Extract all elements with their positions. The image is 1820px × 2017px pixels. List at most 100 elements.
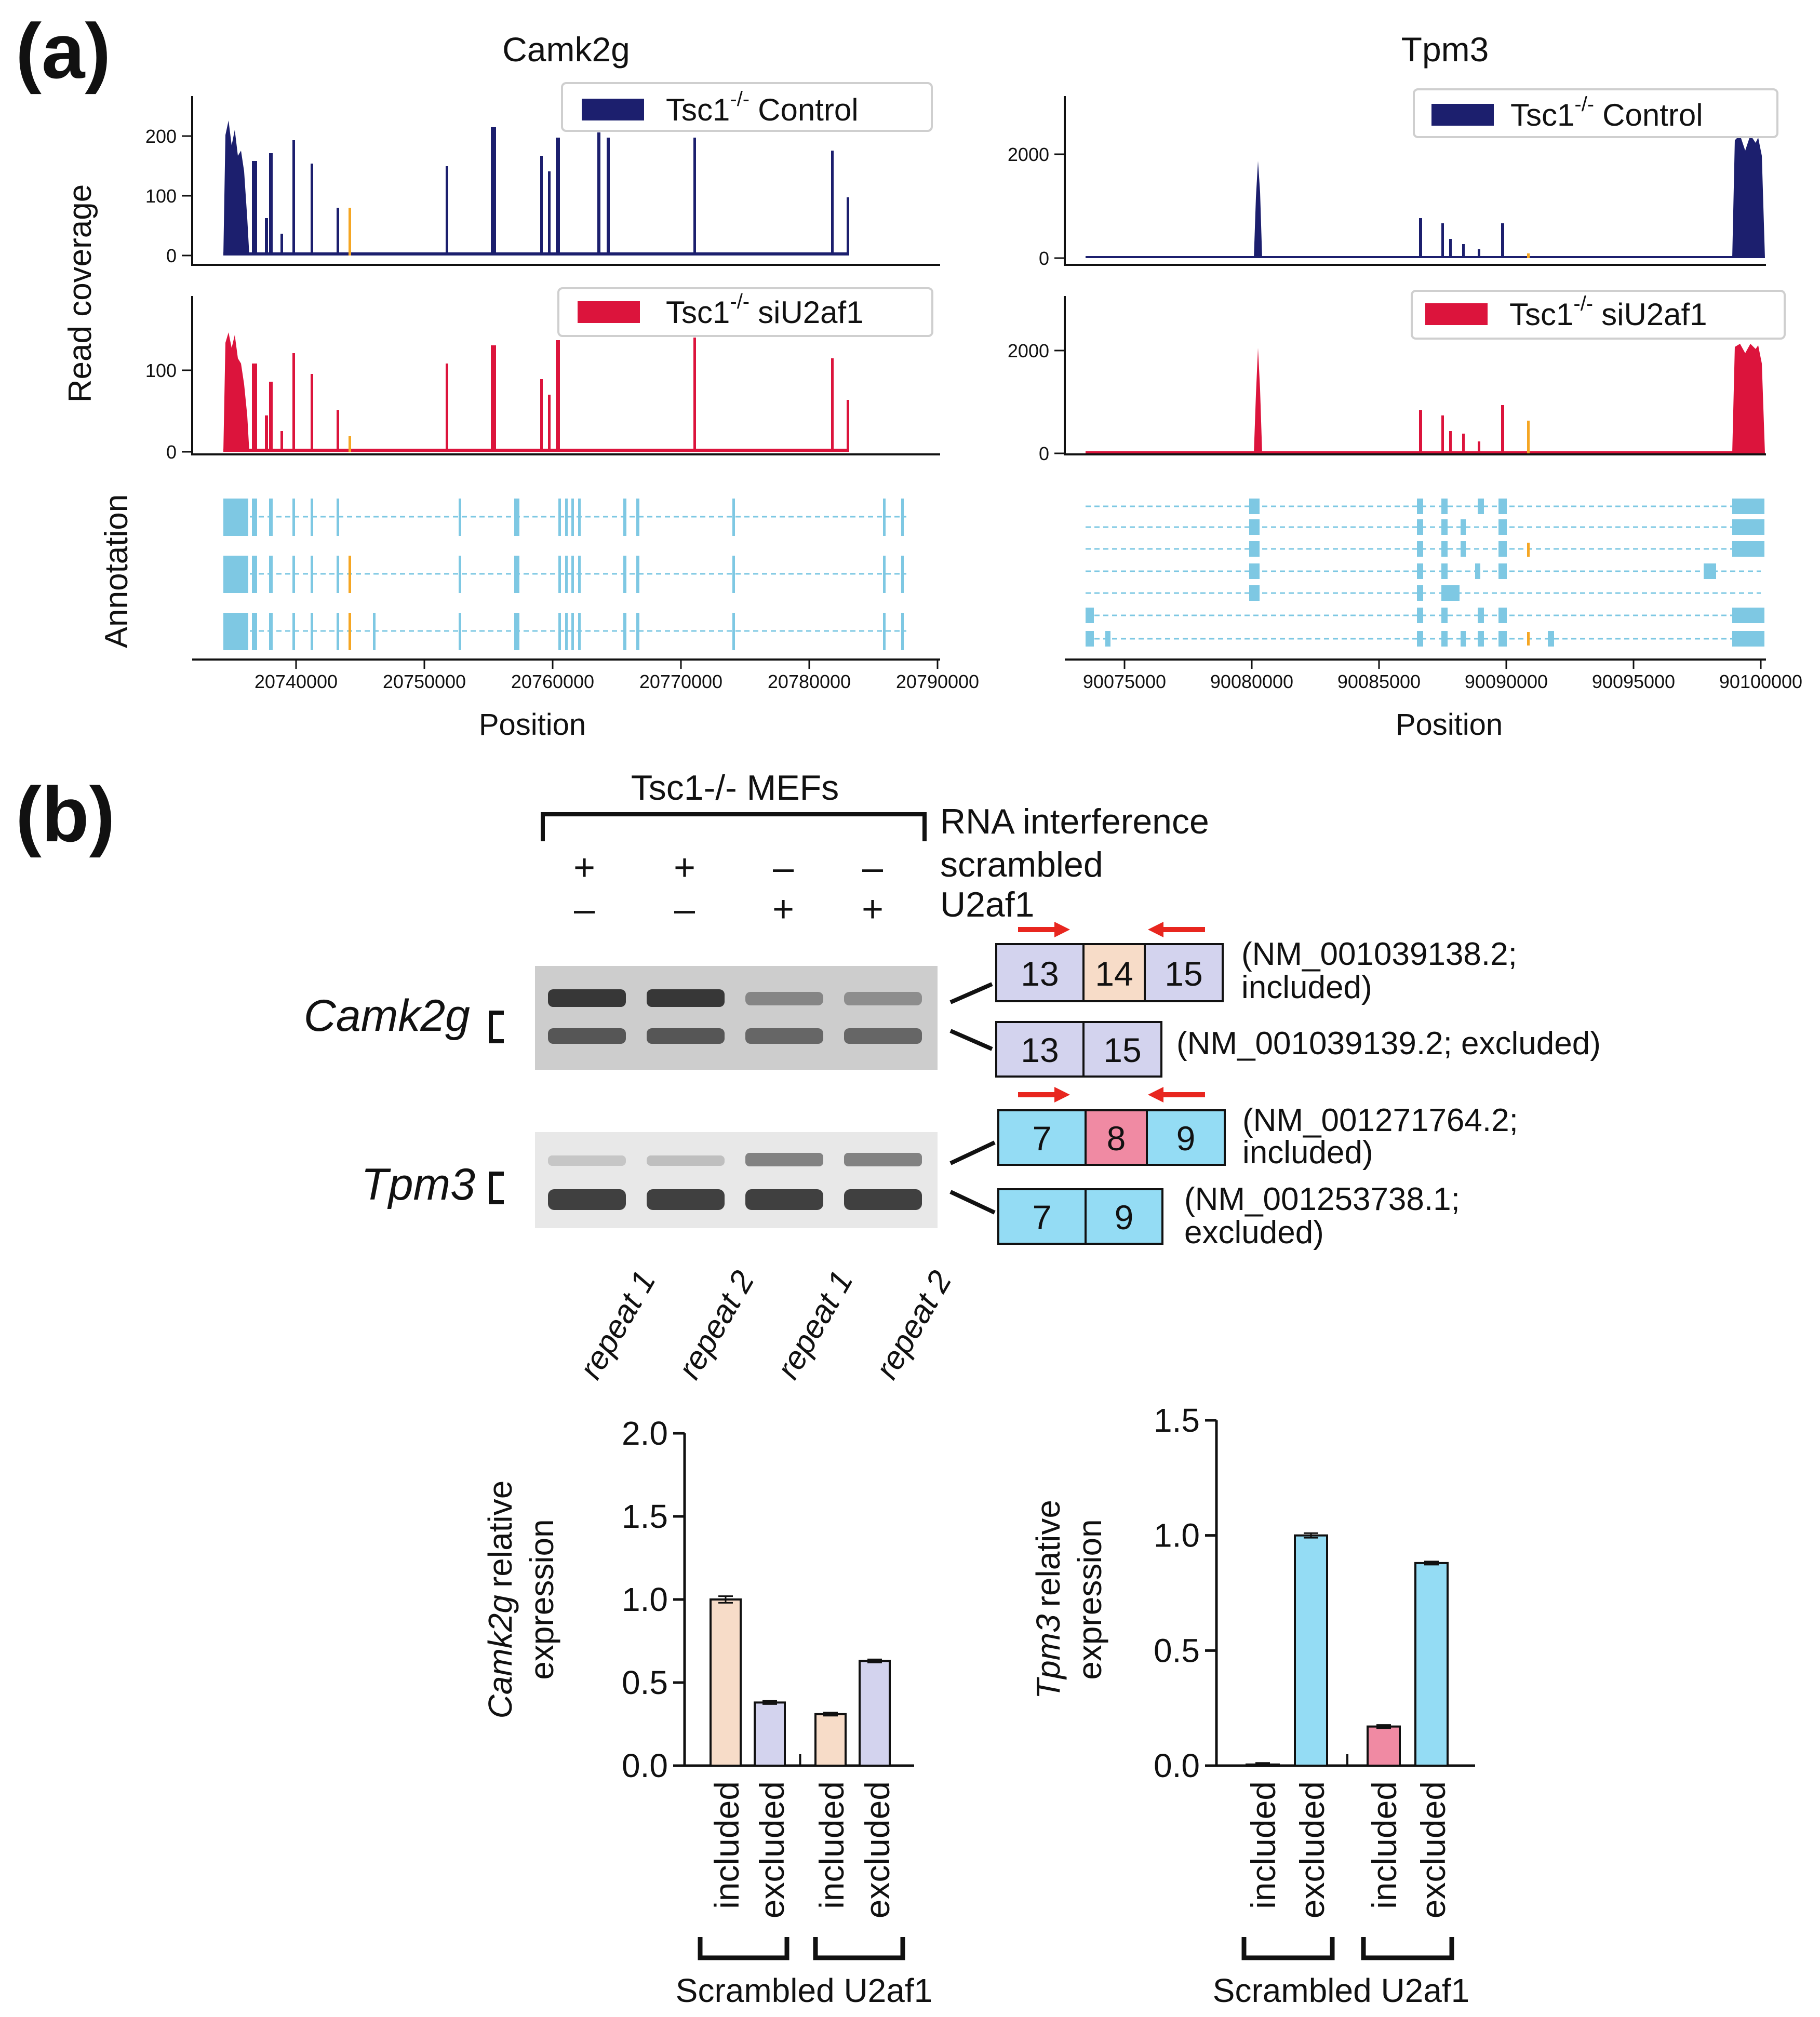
scr-sign: – xyxy=(862,847,884,889)
exon-label: 9 xyxy=(1176,1119,1196,1158)
camk2g-control-track: 0 100 200 xyxy=(145,96,940,266)
legend-siu2af1: siU2af1 xyxy=(758,295,863,330)
category-label: excluded xyxy=(858,1781,896,1918)
camk2g-included-isoform: 13 14 15 (NM_001039138.2; included) xyxy=(995,936,1517,1005)
tpm3-control-track: 0 2000 xyxy=(1008,96,1766,269)
y-tick-label: 0.5 xyxy=(622,1664,668,1701)
camk2g-control-legend: Tsc1-/- Control xyxy=(561,82,933,132)
scr-sign: + xyxy=(674,847,695,889)
tpm3-title: Tpm3 xyxy=(1401,30,1489,69)
legend-sup: -/- xyxy=(730,290,750,313)
scr-sign: – xyxy=(773,847,794,889)
y-axis-label: Camk2g xyxy=(481,1595,519,1719)
tpm3-si-legend: Tsc1-/- siU2af1 xyxy=(1411,290,1786,340)
camk2g-annotation: 20740000 20750000 20760000 20770000 2078… xyxy=(192,499,979,742)
camk2g-ctrl-tick: 0 xyxy=(166,245,177,266)
legend-sup: -/- xyxy=(1574,93,1594,116)
camk2g-x-tick: 20750000 xyxy=(383,671,466,692)
tpm3-included-isoform: 7 8 9 (NM_001271764.2; included) xyxy=(997,1102,1518,1171)
tpm3-x-tick: 90085000 xyxy=(1337,671,1421,692)
bar xyxy=(754,1701,786,1767)
svg-text:Tsc1-/-Control: Tsc1-/- Control xyxy=(1510,93,1703,132)
annotation-label: Annotation xyxy=(99,494,135,648)
bar xyxy=(710,1598,742,1767)
bar xyxy=(859,1660,891,1767)
tpm3-x-tick: 90075000 xyxy=(1083,671,1166,692)
lane-label: repeat 2 xyxy=(868,1265,959,1385)
svg-text:Camk2grelative: Camk2g relative xyxy=(481,1481,519,1719)
camk2g-title: Camk2g xyxy=(502,30,630,69)
scr-sign: + xyxy=(573,847,595,889)
exon-label: 14 xyxy=(1095,954,1133,993)
tpm3-control-legend: Tsc1-/- Control xyxy=(1413,88,1778,138)
bar xyxy=(814,1713,847,1767)
isoform-note: included) xyxy=(1241,970,1372,1005)
legend-sup: -/- xyxy=(730,88,750,111)
camk2g-x-tick: 20770000 xyxy=(639,671,722,692)
bar xyxy=(1414,1562,1449,1767)
exon-label: 13 xyxy=(1021,954,1059,993)
camk2g-bracket xyxy=(489,1011,504,1043)
read-coverage-label: Read coverage xyxy=(62,184,98,403)
svg-text:Tsc1-/-siU2af1: Tsc1-/- siU2af1 xyxy=(666,290,864,330)
panel-a-label: (a) xyxy=(16,7,111,95)
u2-sign: + xyxy=(862,889,884,930)
y-tick-label: 1.5 xyxy=(622,1498,668,1535)
panel-b-label: (b) xyxy=(16,771,115,858)
legend-control: Control xyxy=(1602,98,1703,132)
mef-title: Tsc1-/- MEFs xyxy=(631,768,839,808)
camk2g-x-tick: 20790000 xyxy=(896,671,979,692)
legend-sup: -/- xyxy=(1573,292,1593,315)
camk2g-ctrl-tick: 100 xyxy=(145,185,177,207)
legend-tsc1: Tsc1 xyxy=(666,92,730,127)
tpm3-gel xyxy=(535,1132,938,1228)
y-axis-label: relative xyxy=(481,1481,519,1588)
isoform-note: (NM_001271764.2; xyxy=(1242,1102,1518,1138)
y-tick-label: 0.5 xyxy=(1154,1632,1200,1669)
tpm3-annotation: 90075000 90080000 90085000 90090000 9009… xyxy=(1065,499,1802,742)
camk2g-x-tick: 20760000 xyxy=(511,671,594,692)
y-tick-label: 0.0 xyxy=(1154,1747,1200,1784)
exon-label: 15 xyxy=(1165,954,1202,993)
camk2g-expression-chart: 0.00.51.01.52.0 included excluded included… xyxy=(481,1415,932,2009)
group-label: Scrambled U2af1 xyxy=(1213,1972,1469,2009)
camk2g-si-tick: 0 xyxy=(166,441,177,463)
tpm3-x-tick: 90090000 xyxy=(1465,671,1548,692)
legend-tsc1: Tsc1 xyxy=(666,295,730,330)
isoform-note: included) xyxy=(1242,1135,1373,1171)
exon-label: 13 xyxy=(1021,1031,1059,1069)
bar xyxy=(1294,1534,1328,1767)
svg-text:Tsc1-/-siU2af1: Tsc1-/- siU2af1 xyxy=(1509,292,1707,332)
tpm3-x-label: Position xyxy=(1396,708,1503,742)
y-axis-label: relative xyxy=(1029,1500,1067,1607)
tpm3-x-tick: 90100000 xyxy=(1719,671,1802,692)
category-label: excluded xyxy=(1293,1781,1331,1918)
exon-label: 15 xyxy=(1103,1031,1141,1069)
legend-control: Control xyxy=(758,92,858,127)
legend-tsc1: Tsc1 xyxy=(1509,297,1573,332)
y-tick-label: 1.0 xyxy=(1154,1517,1200,1554)
exon-label: 8 xyxy=(1107,1119,1126,1158)
primer-arrows xyxy=(1018,922,1205,1102)
camk2g-ctrl-tick: 200 xyxy=(145,126,177,147)
tpm3-ctrl-tick: 2000 xyxy=(1008,144,1049,165)
group-label: Scrambled U2af1 xyxy=(676,1972,932,2009)
category-label: included xyxy=(1244,1781,1282,1909)
exon-label: 7 xyxy=(1033,1198,1052,1236)
camk2g-x-label: Position xyxy=(479,708,586,742)
y-tick-label: 0.0 xyxy=(622,1747,668,1784)
camk2g-si-legend: Tsc1-/- siU2af1 xyxy=(557,287,933,337)
svg-text:Tpm3relative: Tpm3 relative xyxy=(1029,1500,1067,1699)
connector-lines xyxy=(949,982,996,1215)
y-axis-label: Tpm3 xyxy=(1029,1614,1067,1699)
u2af1-label: U2af1 xyxy=(940,885,1034,924)
tpm3-bracket xyxy=(489,1172,504,1204)
tpm3-x-tick: 90095000 xyxy=(1592,671,1675,692)
lane-label: repeat 1 xyxy=(572,1265,663,1385)
legend-tsc1: Tsc1 xyxy=(1510,98,1574,132)
y-tick-label: 1.5 xyxy=(1154,1402,1200,1439)
tpm3-si-tick: 2000 xyxy=(1008,340,1049,361)
rna-label: RNA interference xyxy=(940,802,1209,841)
camk2g-x-tick: 20740000 xyxy=(255,671,338,692)
